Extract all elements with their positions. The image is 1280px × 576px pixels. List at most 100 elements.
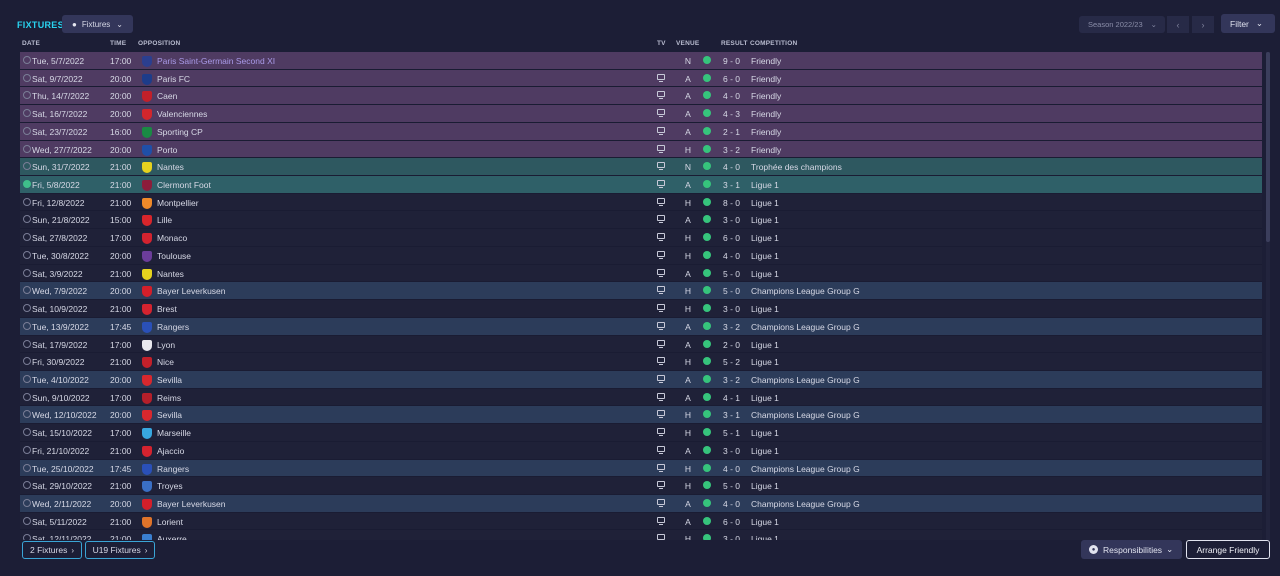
fixture-row[interactable]: Fri, 5/8/2022 21:00 Clermont Foot A 3 - 1 Lig… — [20, 176, 1262, 194]
club-crest-icon[interactable] — [142, 534, 152, 540]
club-crest-icon[interactable] — [142, 339, 152, 351]
fixtures-count-button[interactable]: 2 Fixtures › — [22, 541, 82, 559]
fixture-opposition[interactable]: Marseille — [157, 428, 192, 439]
fixture-competition[interactable]: Ligue 1 — [751, 481, 779, 492]
previous-season-button[interactable]: ‹ — [1167, 16, 1189, 33]
arrange-friendly-button[interactable]: Arrange Friendly — [1186, 540, 1270, 559]
fixture-result[interactable]: 8 - 0 — [723, 197, 741, 208]
club-crest-icon[interactable] — [142, 73, 152, 85]
fixture-opposition[interactable]: Caen — [157, 91, 178, 102]
column-competition[interactable]: COMPETITION — [750, 40, 798, 47]
fixture-opposition[interactable]: Rangers — [157, 463, 190, 474]
fixture-row[interactable]: Tue, 25/10/2022 17:45 Rangers H 4 - 0 Champio… — [20, 459, 1262, 478]
fixture-result[interactable]: 4 - 0 — [723, 162, 741, 173]
u19-fixtures-button[interactable]: U19 Fixtures › — [85, 541, 155, 559]
scrollbar-thumb[interactable] — [1266, 52, 1270, 242]
fixture-row[interactable]: Sat, 9/7/2022 20:00 Paris FC A 6 - 0 Friendly — [20, 69, 1262, 88]
fixture-competition[interactable]: Ligue 1 — [751, 516, 779, 527]
column-tv[interactable]: TV — [657, 40, 666, 47]
fixture-result[interactable]: 4 - 0 — [723, 463, 741, 474]
fixture-result[interactable]: 4 - 0 — [723, 498, 741, 509]
fixture-row[interactable]: Sun, 9/10/2022 17:00 Reims A 4 - 1 Ligue 1 — [20, 388, 1262, 407]
club-crest-icon[interactable] — [142, 428, 152, 440]
fixture-opposition[interactable]: Rangers — [157, 321, 190, 332]
fixture-row[interactable]: Sat, 23/7/2022 16:00 Sporting CP A 2 - 1 Frie… — [20, 122, 1262, 141]
fixture-competition[interactable]: Friendly — [751, 126, 782, 137]
club-crest-icon[interactable] — [142, 304, 152, 316]
fixture-opposition[interactable]: Nantes — [157, 268, 184, 279]
club-crest-icon[interactable] — [142, 91, 152, 103]
fixture-opposition[interactable]: Toulouse — [157, 250, 192, 261]
fixture-opposition[interactable]: Bayer Leverkusen — [157, 498, 226, 509]
fixture-row[interactable]: Tue, 13/9/2022 17:45 Rangers A 3 - 2 Champion… — [20, 317, 1262, 336]
club-crest-icon[interactable] — [142, 180, 152, 192]
fixture-opposition[interactable]: Valenciennes — [157, 109, 208, 120]
club-crest-icon[interactable] — [142, 445, 152, 457]
fixture-row[interactable]: Fri, 12/8/2022 21:00 Montpellier H 8 - 0 Ligu… — [20, 193, 1262, 212]
fixture-opposition[interactable]: Auxerre — [157, 534, 187, 540]
fixture-competition[interactable]: Ligue 1 — [751, 233, 779, 244]
fixture-opposition[interactable]: Sevilla — [157, 374, 183, 385]
fixture-opposition[interactable]: Lorient — [157, 516, 183, 527]
column-opposition[interactable]: OPPOSITION — [138, 40, 181, 47]
fixture-competition[interactable]: Ligue 1 — [751, 534, 779, 540]
fixture-result[interactable]: 2 - 0 — [723, 339, 741, 350]
fixture-opposition[interactable]: Reims — [157, 392, 182, 403]
fixture-result[interactable]: 5 - 0 — [723, 481, 741, 492]
fixture-row[interactable]: Sat, 15/10/2022 17:00 Marseille H 5 - 1 Ligue… — [20, 424, 1262, 442]
fixture-row[interactable]: Sat, 3/9/2022 21:00 Nantes A 5 - 0 Ligue 1 — [20, 264, 1262, 283]
fixture-opposition[interactable]: Clermont Foot — [157, 180, 211, 191]
column-venue[interactable]: VENUE — [676, 40, 700, 47]
fixture-result[interactable]: 3 - 1 — [723, 180, 741, 191]
fixture-opposition[interactable]: Paris FC — [157, 73, 191, 84]
club-crest-icon[interactable] — [142, 410, 152, 422]
fixture-opposition[interactable]: Paris Saint-Germain Second XI — [157, 56, 276, 66]
club-crest-icon[interactable] — [142, 498, 152, 510]
fixture-result[interactable]: 4 - 1 — [723, 392, 741, 403]
fixture-competition[interactable]: Ligue 1 — [751, 392, 779, 403]
fixture-opposition[interactable]: Monaco — [157, 233, 188, 244]
fixture-row[interactable]: Fri, 21/10/2022 21:00 Ajaccio A 3 - 0 Ligue 1 — [20, 441, 1262, 460]
club-crest-icon[interactable] — [142, 162, 152, 174]
fixture-competition[interactable]: Champions League Group G — [751, 498, 860, 509]
fixture-competition[interactable]: Ligue 1 — [751, 250, 779, 261]
fixture-competition[interactable]: Friendly — [751, 91, 782, 102]
club-crest-icon[interactable] — [142, 126, 152, 138]
fixture-opposition[interactable]: Nantes — [157, 162, 184, 173]
club-crest-icon[interactable] — [142, 286, 152, 298]
fixture-competition[interactable]: Champions League Group G — [751, 374, 860, 385]
fixture-result[interactable]: 4 - 3 — [723, 109, 741, 120]
fixture-result[interactable]: 5 - 0 — [723, 286, 741, 297]
fixture-row[interactable]: Wed, 12/10/2022 20:00 Sevilla H 3 - 1 Champio… — [20, 406, 1262, 425]
club-crest-icon[interactable] — [142, 215, 152, 227]
fixture-competition[interactable]: Friendly — [751, 73, 782, 84]
fixture-opposition[interactable]: Lyon — [157, 339, 176, 350]
club-crest-icon[interactable] — [142, 321, 152, 333]
fixture-row[interactable]: Sun, 31/7/2022 21:00 Nantes N 4 - 0 Trophée d… — [20, 158, 1262, 177]
fixture-result[interactable]: 3 - 2 — [723, 374, 741, 385]
column-time[interactable]: TIME — [110, 40, 127, 47]
fixture-opposition[interactable]: Ajaccio — [157, 445, 185, 456]
club-crest-icon[interactable] — [142, 56, 152, 67]
fixture-competition[interactable]: Trophée des champions — [751, 162, 842, 173]
fixture-row[interactable]: Sat, 12/11/2022 21:00 Auxerre H 3 - 0 Ligue 1 — [20, 530, 1262, 540]
fixture-competition[interactable]: Ligue 1 — [751, 428, 779, 439]
next-season-button[interactable]: › — [1192, 16, 1214, 33]
fixture-row[interactable]: Sat, 10/9/2022 21:00 Brest H 3 - 0 Ligue 1 — [20, 300, 1262, 318]
fixture-competition[interactable]: Friendly — [751, 56, 782, 66]
club-crest-icon[interactable] — [142, 357, 152, 369]
fixture-row[interactable]: Wed, 2/11/2022 20:00 Bayer Leverkusen A 4 - … — [20, 494, 1262, 513]
fixture-competition[interactable]: Friendly — [751, 109, 782, 120]
responsibilities-button[interactable]: ● Responsibilities ⌄ — [1081, 540, 1182, 559]
fixture-result[interactable]: 3 - 0 — [723, 215, 741, 226]
fixture-competition[interactable]: Champions League Group G — [751, 286, 860, 297]
fixture-row[interactable]: Thu, 14/7/2022 20:00 Caen A 4 - 0 Friendly — [20, 87, 1262, 106]
fixture-row[interactable]: Sat, 16/7/2022 20:00 Valenciennes A 4 - 3 Fri… — [20, 105, 1262, 123]
fixture-opposition[interactable]: Troyes — [157, 481, 183, 492]
filter-button[interactable]: Filter ⌄ — [1221, 14, 1275, 33]
scrollbar[interactable] — [1266, 52, 1270, 540]
fixture-row[interactable]: Sat, 29/10/2022 21:00 Troyes H 5 - 0 Ligue 1 — [20, 477, 1262, 495]
club-crest-icon[interactable] — [142, 463, 152, 475]
fixture-opposition[interactable]: Sevilla — [157, 410, 183, 421]
fixture-result[interactable]: 2 - 1 — [723, 126, 741, 137]
